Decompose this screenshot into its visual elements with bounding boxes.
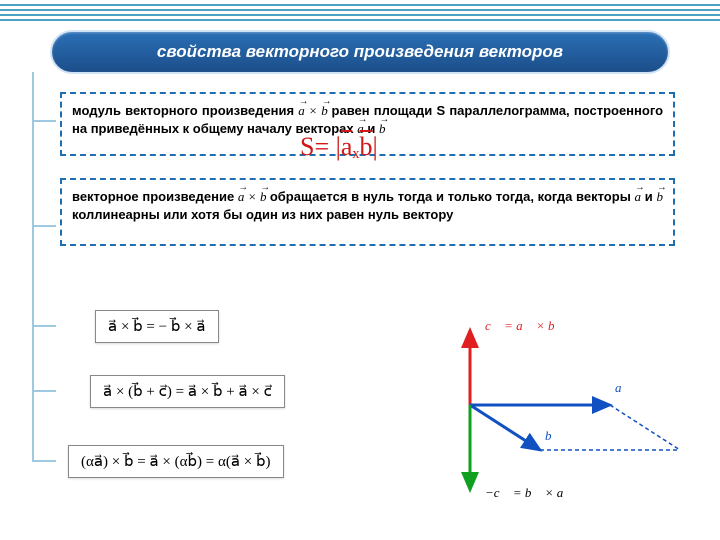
tree-branch bbox=[32, 225, 56, 227]
formula-text: (αa⃗) × b⃗ = a⃗ × (αb⃗) = α(a⃗ × b⃗) bbox=[81, 454, 271, 470]
vector-diagram: c⃗ = a⃗ × b⃗ a⃗ b⃗ −c⃗ = b⃗ × a⃗ bbox=[410, 320, 690, 520]
property-1: a⃗ × b⃗ = − b⃗ × a⃗ bbox=[95, 310, 219, 343]
page-title: свойства векторного произведения векторо… bbox=[157, 42, 563, 62]
label-b: b⃗ bbox=[545, 428, 562, 444]
tree-branch bbox=[32, 460, 56, 462]
definition-box-2: векторное произведение a × b обращается … bbox=[60, 178, 675, 246]
title-bar: свойства векторного произведения векторо… bbox=[50, 30, 670, 74]
label-a: a⃗ bbox=[615, 380, 632, 396]
formula-text: a⃗ × (b⃗ + c⃗) = a⃗ × b⃗ + a⃗ × c⃗ bbox=[103, 384, 272, 400]
property-2: a⃗ × (b⃗ + c⃗) = a⃗ × b⃗ + a⃗ × c⃗ bbox=[90, 375, 285, 408]
tree-branch bbox=[32, 390, 56, 392]
header-decoration bbox=[0, 0, 720, 22]
label-neg-c: −c⃗ = b⃗ × a⃗ bbox=[485, 485, 573, 501]
text: векторное произведение a × b обращается … bbox=[72, 189, 663, 222]
tree-branch bbox=[32, 325, 56, 327]
label-c: c⃗ = a⃗ × b⃗ bbox=[485, 318, 565, 334]
formula-area: S= |axb| bbox=[300, 132, 378, 163]
tree-trunk bbox=[32, 72, 34, 462]
formula-text: a⃗ × b⃗ = − b⃗ × a⃗ bbox=[108, 319, 206, 335]
tree-branch bbox=[32, 120, 56, 122]
property-3: (αa⃗) × b⃗ = a⃗ × (αb⃗) = α(a⃗ × b⃗) bbox=[68, 445, 284, 478]
